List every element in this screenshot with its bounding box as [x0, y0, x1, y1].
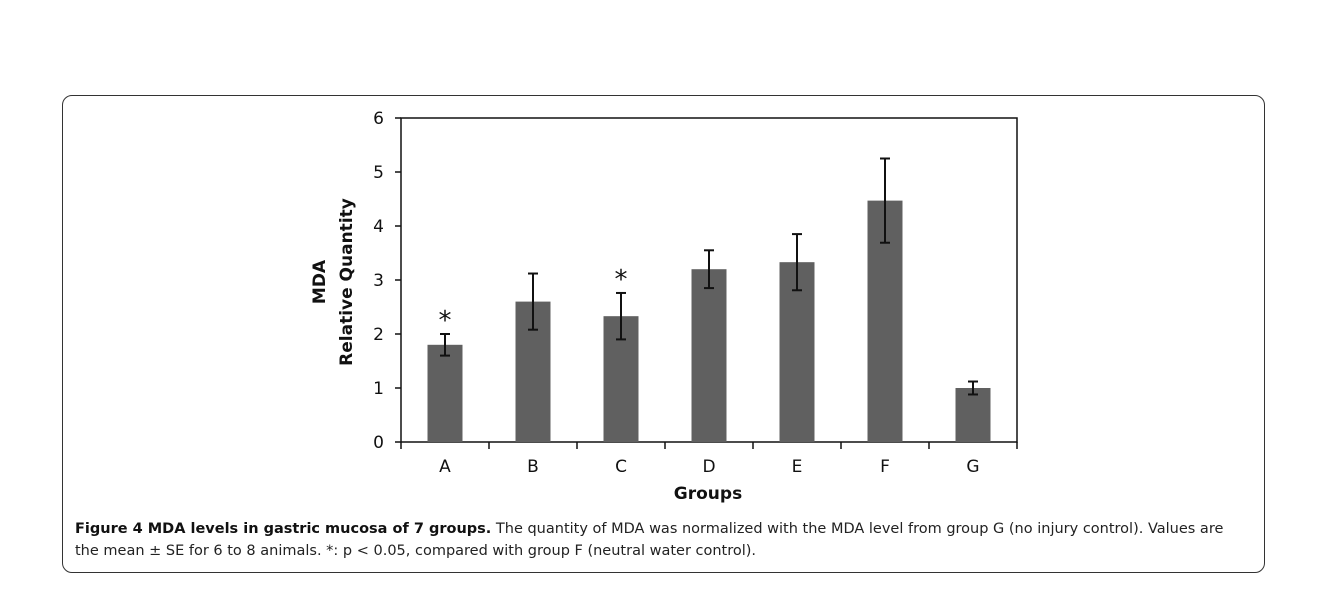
figure-frame — [62, 95, 1265, 573]
y-tick-label: 5 — [373, 163, 384, 183]
y-tick-label: 0 — [373, 433, 384, 453]
bar-chart: 0 1 2 3 4 5 6 A * B C * D E F G Groups MDA Relative Qua… — [310, 109, 1018, 504]
x-tick-label: F — [880, 457, 890, 477]
x-tick-label: G — [966, 457, 979, 477]
bar-a — [427, 344, 463, 442]
x-tick-label: D — [702, 457, 715, 477]
significance-marker: * — [439, 306, 452, 336]
x-tick-label: B — [527, 457, 539, 477]
y-tick-label: 1 — [373, 379, 384, 399]
bar-e — [779, 262, 815, 442]
x-tick-label: E — [792, 457, 803, 477]
y-axis-title-line1: MDA — [310, 259, 330, 304]
figure-caption: Figure 4 MDA levels in gastric mucosa of… — [75, 518, 1250, 562]
y-tick-label: 2 — [373, 325, 384, 345]
bar-g — [955, 388, 991, 442]
bar-d — [691, 269, 727, 442]
x-axis-title: Groups — [674, 484, 742, 504]
y-tick-label: 3 — [373, 271, 384, 291]
x-tick-label: C — [615, 457, 627, 477]
y-tick-label: 6 — [373, 109, 384, 129]
y-axis-title-line2: Relative Quantity — [337, 198, 357, 366]
caption-label: Figure 4 MDA levels in gastric mucosa of… — [75, 521, 492, 537]
caption-text: The quantity of MDA was normalized with … — [75, 521, 1224, 559]
y-tick-label: 4 — [373, 217, 384, 237]
x-tick-label: A — [439, 457, 451, 477]
significance-marker: * — [615, 265, 628, 295]
